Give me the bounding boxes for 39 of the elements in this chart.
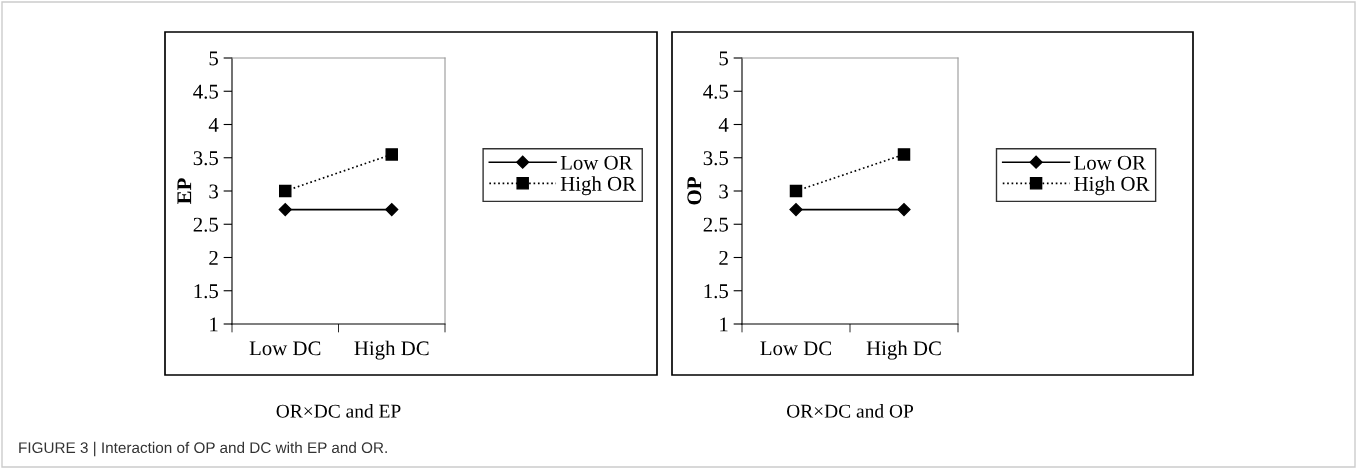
- point: [789, 184, 803, 198]
- point: [897, 203, 911, 217]
- x-axis-title: OR×DC and EP: [276, 404, 401, 418]
- y-tick-label: 1.5: [194, 284, 218, 299]
- point: [385, 148, 399, 161]
- x-axis-title: OR×DC and OP: [786, 404, 914, 418]
- legend-label: Low OR: [1074, 155, 1146, 170]
- y-axis-title: OP: [687, 177, 702, 205]
- y-tick-label: 3.5: [703, 151, 728, 166]
- y-axis-title: EP: [177, 178, 192, 204]
- y-tick-label: 3.5: [193, 151, 218, 166]
- point: [278, 184, 292, 198]
- caption: FIGURE 3 | Interaction of OP and DC with EP and OR.: [19, 441, 387, 457]
- y-tick-label: 4.5: [193, 84, 218, 99]
- y-tick-label: 1.5: [704, 284, 728, 299]
- y-tick-label: 2: [209, 250, 218, 265]
- y-tick-label: 2.5: [193, 217, 218, 232]
- x-tick-label: Low DC: [760, 341, 832, 356]
- y-tick-label: 5: [209, 51, 218, 66]
- y-tick-label: 4.5: [703, 84, 728, 99]
- x-tick-label: Low DC: [249, 341, 321, 356]
- legend-label: Low OR: [560, 155, 633, 170]
- legend-label: High OR: [1074, 176, 1150, 196]
- y-tick-label: 2: [719, 250, 728, 265]
- point: [789, 203, 803, 217]
- y-tick-label: 5: [719, 51, 728, 66]
- y-tick-label: 2.5: [703, 217, 728, 232]
- legend-label: High OR: [560, 176, 636, 196]
- point: [897, 148, 911, 161]
- y-tick-label: 3: [209, 184, 218, 199]
- y-tick-label: 4: [208, 118, 219, 132]
- x-tick-label: High DC: [866, 340, 941, 360]
- y-tick-label: 3: [719, 184, 728, 199]
- y-tick-label: 4: [718, 118, 729, 132]
- y-tick-label: 1: [720, 317, 728, 332]
- point: [385, 203, 399, 217]
- y-tick-label: 1: [210, 317, 218, 332]
- x-tick-label: High DC: [354, 340, 429, 360]
- point: [278, 203, 292, 217]
